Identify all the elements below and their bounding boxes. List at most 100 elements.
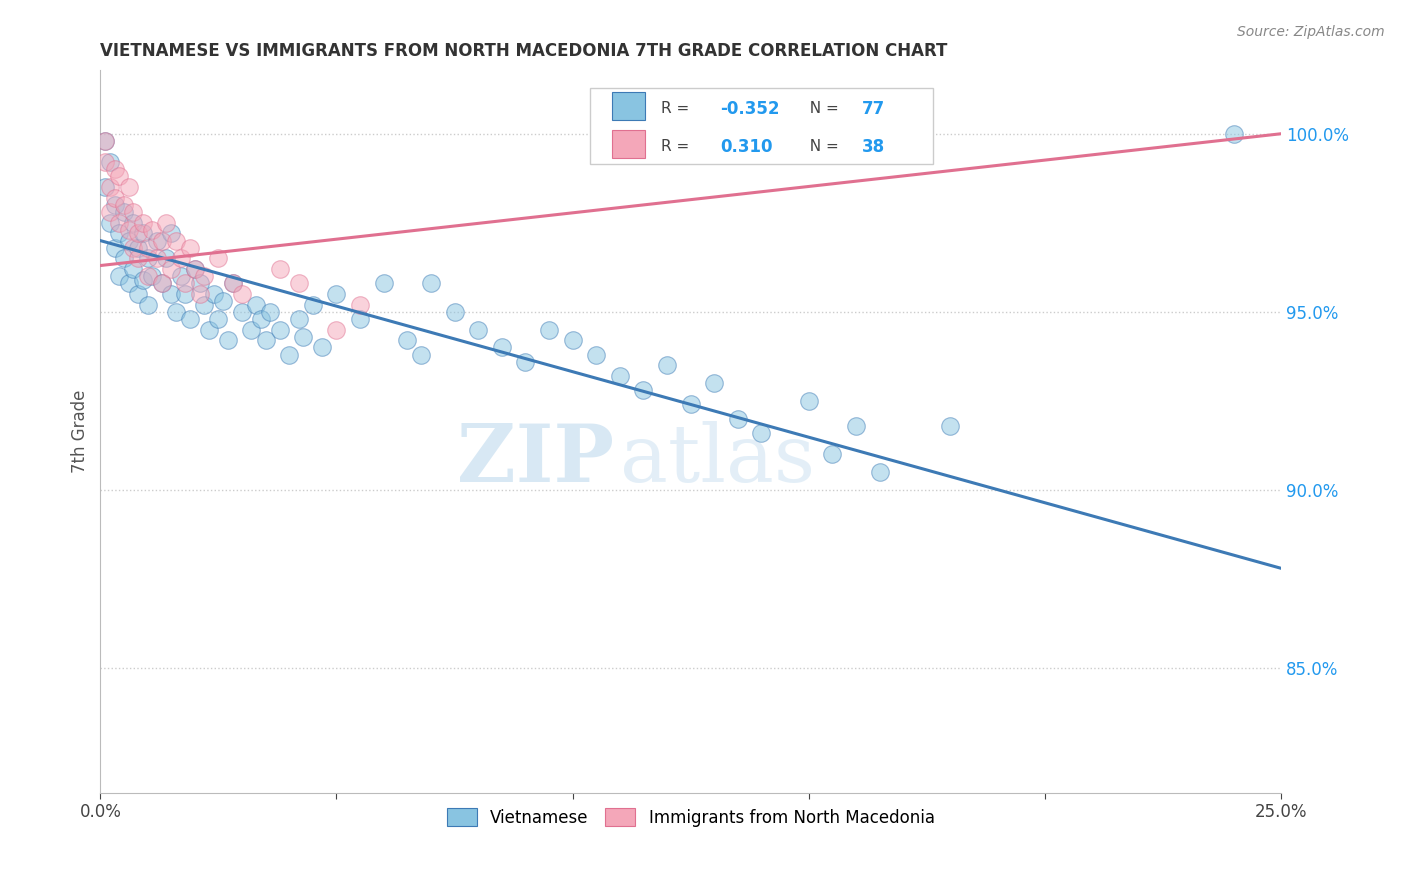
Point xyxy=(108,169,131,184)
Point xyxy=(207,312,229,326)
Point xyxy=(155,216,177,230)
Point xyxy=(122,205,145,219)
Point xyxy=(373,277,395,291)
Point xyxy=(292,330,315,344)
Point xyxy=(419,277,441,291)
Text: 0.310: 0.310 xyxy=(720,138,773,156)
Point xyxy=(122,241,145,255)
Text: atlas: atlas xyxy=(620,421,815,499)
Point xyxy=(188,277,211,291)
Point xyxy=(146,252,169,266)
Point xyxy=(411,348,433,362)
Point xyxy=(136,298,159,312)
Point xyxy=(118,223,141,237)
Point xyxy=(188,287,211,301)
Point xyxy=(287,312,309,326)
Point xyxy=(869,465,891,479)
Point xyxy=(112,205,135,219)
Point xyxy=(127,287,149,301)
Text: 77: 77 xyxy=(862,100,886,118)
Point xyxy=(127,227,149,241)
Point xyxy=(939,418,962,433)
Point xyxy=(325,323,347,337)
Point xyxy=(349,298,371,312)
Point xyxy=(443,305,465,319)
Point xyxy=(491,341,513,355)
Point xyxy=(108,216,131,230)
Point xyxy=(94,134,117,148)
Point xyxy=(221,277,243,291)
Point xyxy=(136,252,159,266)
Point xyxy=(207,252,229,266)
Point xyxy=(1222,127,1244,141)
Point xyxy=(655,358,678,372)
Point xyxy=(146,234,169,248)
Point xyxy=(537,323,560,337)
Point xyxy=(98,205,121,219)
Point xyxy=(184,262,207,277)
Point xyxy=(302,298,325,312)
Point xyxy=(179,241,201,255)
Legend: Vietnamese, Immigrants from North Macedonia: Vietnamese, Immigrants from North Macedo… xyxy=(439,800,943,835)
Point xyxy=(132,227,155,241)
Point xyxy=(515,354,537,368)
Point xyxy=(118,234,141,248)
Point xyxy=(193,298,215,312)
Point xyxy=(349,312,371,326)
Point xyxy=(141,269,163,284)
Point xyxy=(160,227,183,241)
Point xyxy=(98,155,121,169)
Point xyxy=(269,262,291,277)
Point xyxy=(94,155,117,169)
Point xyxy=(174,287,197,301)
Point xyxy=(136,269,159,284)
Point xyxy=(141,223,163,237)
Point xyxy=(165,305,187,319)
Text: N =: N = xyxy=(800,102,844,117)
Point xyxy=(98,216,121,230)
Point xyxy=(150,277,173,291)
Point xyxy=(254,334,277,348)
Point xyxy=(325,287,347,301)
Point xyxy=(467,323,489,337)
Point xyxy=(150,277,173,291)
Text: R =: R = xyxy=(661,139,695,154)
Point xyxy=(250,312,273,326)
Point xyxy=(132,216,155,230)
Point xyxy=(278,348,301,362)
Point xyxy=(751,425,773,440)
Point xyxy=(103,241,125,255)
FancyBboxPatch shape xyxy=(612,93,644,120)
Point xyxy=(797,393,820,408)
Point xyxy=(396,334,419,348)
Point xyxy=(94,180,117,194)
Point xyxy=(127,252,149,266)
Point xyxy=(136,241,159,255)
Point xyxy=(108,269,131,284)
Point xyxy=(202,287,225,301)
Y-axis label: 7th Grade: 7th Grade xyxy=(72,390,89,473)
Point xyxy=(174,277,197,291)
Point xyxy=(118,277,141,291)
Point xyxy=(94,134,117,148)
Point xyxy=(609,368,631,383)
Point xyxy=(193,269,215,284)
Point xyxy=(245,298,267,312)
Text: Source: ZipAtlas.com: Source: ZipAtlas.com xyxy=(1237,25,1385,39)
Point xyxy=(155,252,177,266)
Point xyxy=(221,277,243,291)
Point xyxy=(112,198,135,212)
FancyBboxPatch shape xyxy=(591,87,932,163)
Point xyxy=(311,341,333,355)
Point xyxy=(287,277,309,291)
FancyBboxPatch shape xyxy=(612,130,644,158)
Text: 38: 38 xyxy=(862,138,884,156)
Point xyxy=(217,334,239,348)
Point xyxy=(103,162,125,177)
Point xyxy=(118,180,141,194)
Point xyxy=(169,252,191,266)
Point xyxy=(845,418,868,433)
Point xyxy=(160,262,183,277)
Point xyxy=(169,269,191,284)
Point xyxy=(184,262,207,277)
